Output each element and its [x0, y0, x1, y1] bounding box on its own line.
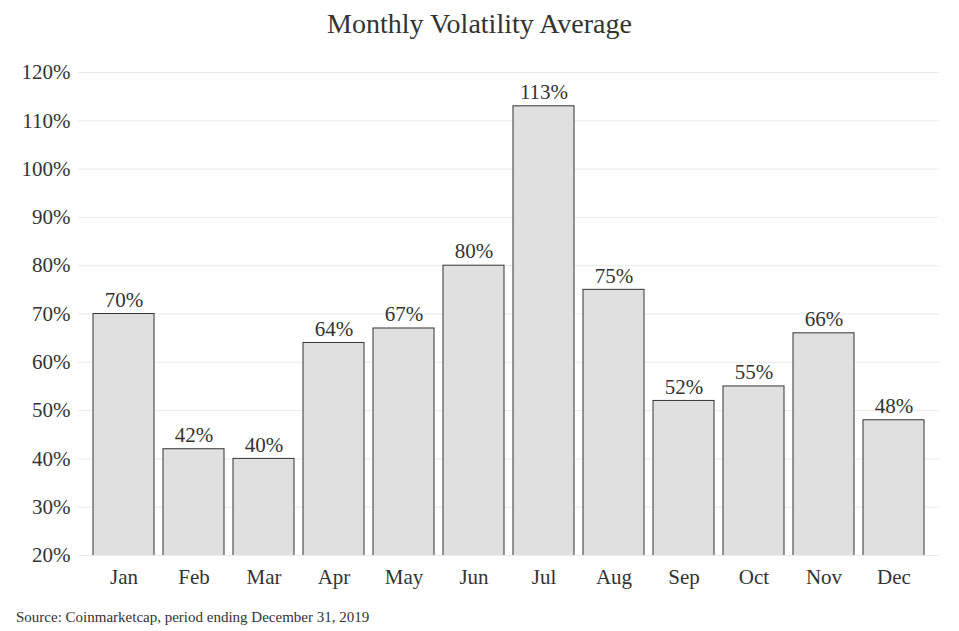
- svg-text:75%: 75%: [595, 264, 634, 288]
- svg-text:40%: 40%: [245, 433, 284, 457]
- svg-text:80%: 80%: [32, 253, 71, 277]
- svg-text:48%: 48%: [875, 394, 914, 418]
- svg-text:70%: 70%: [105, 288, 144, 312]
- svg-text:May: May: [385, 565, 424, 589]
- svg-text:55%: 55%: [735, 360, 774, 384]
- svg-text:100%: 100%: [22, 157, 71, 181]
- svg-text:Feb: Feb: [178, 565, 210, 589]
- svg-text:20%: 20%: [32, 543, 71, 567]
- svg-text:66%: 66%: [805, 307, 844, 331]
- svg-text:40%: 40%: [32, 447, 71, 471]
- svg-text:Apr: Apr: [318, 565, 351, 589]
- svg-text:52%: 52%: [665, 375, 704, 399]
- svg-text:Nov: Nov: [806, 565, 843, 589]
- svg-text:Jul: Jul: [532, 565, 557, 589]
- svg-text:120%: 120%: [22, 60, 71, 84]
- svg-text:Dec: Dec: [877, 565, 911, 589]
- svg-text:90%: 90%: [32, 205, 71, 229]
- svg-text:60%: 60%: [32, 350, 71, 374]
- html-text:Source: Coinmarketcap, period: Source: Coinmarketcap, period ending Dec…: [16, 609, 370, 625]
- svg-text:110%: 110%: [22, 109, 70, 133]
- svg-text:Sep: Sep: [668, 565, 700, 589]
- svg-text:67%: 67%: [385, 302, 424, 326]
- svg-text:Mar: Mar: [247, 565, 282, 589]
- svg-text:Jun: Jun: [459, 565, 489, 589]
- svg-text:113%: 113%: [520, 80, 568, 104]
- svg-text:Oct: Oct: [739, 565, 769, 589]
- html-text:Monthly Volatility Average: Monthly Volatility Average: [327, 8, 632, 39]
- svg-text:30%: 30%: [32, 495, 71, 519]
- svg-text:80%: 80%: [455, 239, 494, 263]
- svg-text:Aug: Aug: [596, 565, 633, 589]
- svg-text:64%: 64%: [315, 317, 354, 341]
- svg-text:50%: 50%: [32, 398, 71, 422]
- svg-text:42%: 42%: [175, 423, 214, 447]
- svg-text:70%: 70%: [32, 302, 71, 326]
- svg-text:Jan: Jan: [110, 565, 138, 589]
